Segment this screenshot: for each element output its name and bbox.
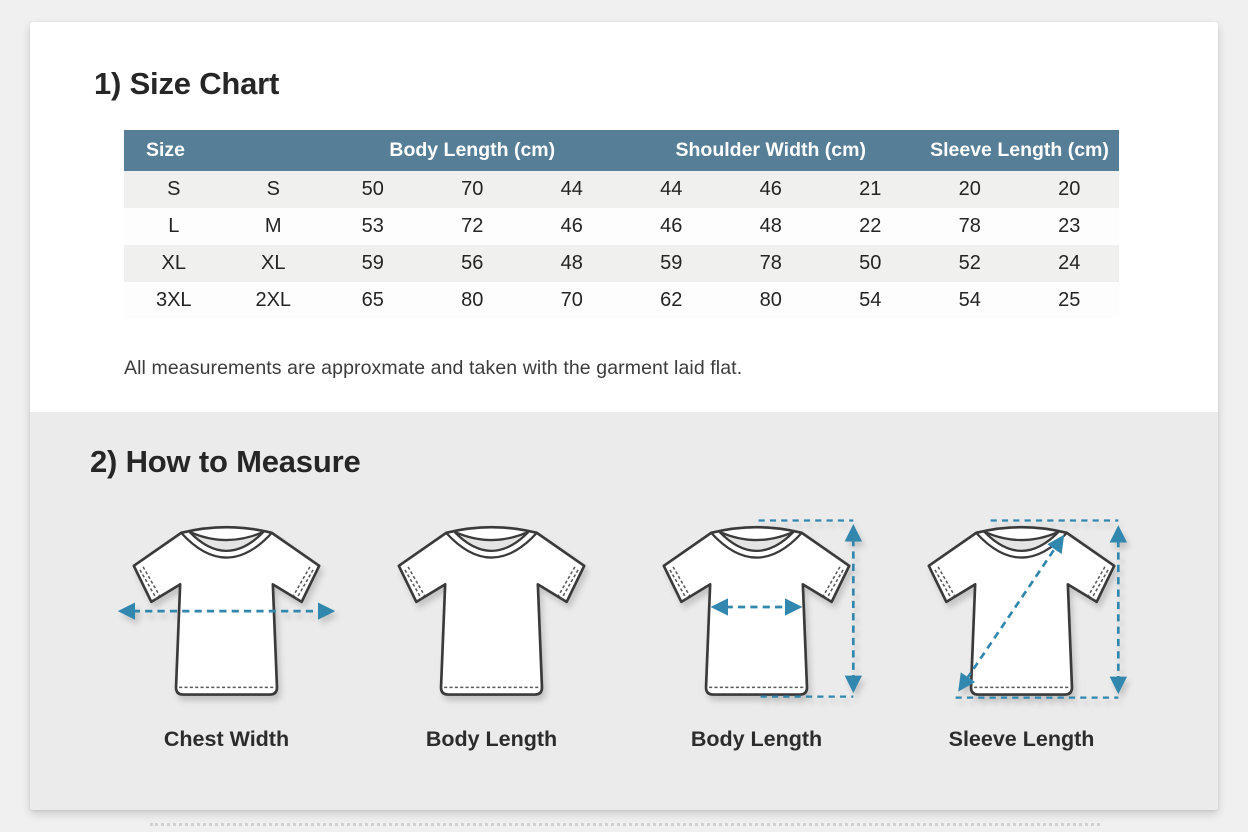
- header-shoulder-width: Shoulder Width (cm): [621, 130, 920, 171]
- table-cell: 70: [461, 178, 484, 200]
- table-cell: 21: [859, 178, 882, 200]
- table-cell: 52: [958, 252, 981, 274]
- figure-body-length-plain: Body Length: [373, 504, 610, 752]
- table-cell: 24: [1058, 252, 1081, 274]
- table-row: 3XL 2XL 65 80 70 62 80 54 54 25: [124, 282, 1119, 319]
- table-cell: 56: [461, 252, 484, 274]
- body-length-arrows: [710, 519, 863, 698]
- size-chart-title: 1) Size Chart: [94, 66, 280, 101]
- table-cell: 20: [1058, 178, 1081, 200]
- table-row: L M 53 72 46 46 48 22 78 23: [124, 208, 1119, 245]
- table-cell: 70: [560, 289, 583, 311]
- figure-label: Sleeve Length: [948, 727, 1095, 751]
- table-cell: S: [266, 178, 280, 200]
- table-cell: 48: [560, 252, 583, 274]
- table-cell: S: [167, 178, 181, 200]
- table-cell: 72: [461, 215, 484, 237]
- table-cell: M: [264, 215, 282, 237]
- table-cell: 20: [958, 178, 981, 200]
- table-cell: 80: [759, 289, 782, 311]
- tshirt-chest-width-illustration: [117, 525, 336, 696]
- bottom-dotted-divider: [150, 823, 1100, 826]
- table-cell: 46: [660, 215, 683, 237]
- table-cell: 44: [560, 178, 583, 200]
- figure-label: Chest Width: [163, 727, 290, 751]
- figure-sleeve-length: Sleeve Length: [903, 504, 1140, 752]
- table-row: S S 50 70 44 44 46 21 20 20: [124, 171, 1119, 208]
- table-cell: 54: [859, 289, 882, 311]
- table-cell: 78: [958, 215, 981, 237]
- sleeve-length-arrows: [955, 519, 1128, 699]
- table-cell: 22: [859, 215, 882, 237]
- table-cell: 25: [1058, 289, 1081, 311]
- table-cell: 53: [361, 215, 384, 237]
- header-body-length: Body Length (cm): [323, 130, 622, 171]
- measurement-note: All measurements are approxmate and take…: [124, 357, 743, 379]
- tshirt-body-length-arrows-illustration: [662, 519, 863, 698]
- table-cell: 65: [361, 289, 384, 311]
- figure-chest-width: Chest Width: [108, 504, 345, 752]
- figure-body-length-arrows: Body Length: [638, 504, 875, 752]
- how-to-measure-section: 2) How to Measure Chest Width Bo: [30, 412, 1218, 810]
- table-cell: 50: [859, 252, 882, 274]
- table-cell: 62: [660, 289, 683, 311]
- table-cell: 44: [660, 178, 683, 200]
- measure-figures: Chest Width Body Length: [90, 504, 1154, 752]
- table-cell: 78: [759, 252, 782, 274]
- table-cell: 46: [560, 215, 583, 237]
- size-chart-section: 1) Size Chart Size Body Length (cm) Shou…: [30, 22, 1218, 412]
- figure-label: Body Length: [425, 727, 558, 751]
- table-cell: 59: [361, 252, 384, 274]
- table-cell: 48: [759, 215, 782, 237]
- table-cell: L: [168, 215, 180, 237]
- table-cell: 80: [461, 289, 484, 311]
- table-cell: 46: [759, 178, 782, 200]
- table-cell: 3XL: [155, 289, 192, 311]
- table-row: XL XL 59 56 48 59 78 50 52 24: [124, 245, 1119, 282]
- figure-label: Body Length: [690, 727, 823, 751]
- header-sleeve-length: Sleeve Length (cm): [920, 130, 1119, 171]
- table-cell: XL: [261, 252, 286, 274]
- table-cell: 50: [361, 178, 384, 200]
- how-to-measure-title: 2) How to Measure: [90, 444, 361, 479]
- table-header-row: Size Body Length (cm) Shoulder Width (cm…: [124, 130, 1119, 171]
- table-cell: 59: [660, 252, 683, 274]
- table-cell: 23: [1058, 215, 1081, 237]
- tshirt-body-length-illustration: [397, 525, 586, 696]
- table-cell: 54: [958, 289, 981, 311]
- size-chart-tbody: S S 50 70 44 44 46 21 20 20 L M 53 72 46 46 48 22 78 23 XL XL…: [124, 171, 1119, 319]
- header-size: Size: [124, 130, 323, 171]
- size-chart-table: Size Body Length (cm) Shoulder Width (cm…: [124, 130, 1119, 319]
- table-cell: XL: [161, 252, 186, 274]
- size-chart-table-head: Size Body Length (cm) Shoulder Width (cm…: [124, 130, 1119, 171]
- tshirt-sleeve-length-illustration: [927, 519, 1128, 699]
- size-guide-card: 1) Size Chart Size Body Length (cm) Shou…: [30, 22, 1218, 810]
- table-cell: 2XL: [255, 289, 292, 311]
